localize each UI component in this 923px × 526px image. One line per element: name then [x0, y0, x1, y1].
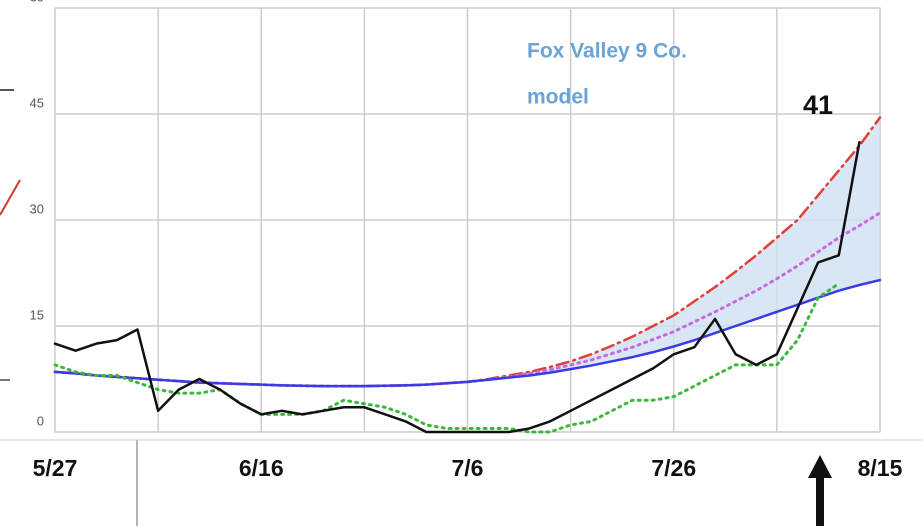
annotation: 41	[803, 90, 833, 120]
y-tick-label: 60	[30, 0, 44, 4]
x-tick-label: 6/16	[239, 455, 284, 481]
annotation: Fox Valley 9 Co.	[527, 40, 687, 63]
y-tick-label: 30	[30, 201, 44, 216]
marks	[53, 116, 882, 434]
grid	[54, 7, 881, 433]
y-tick-label: 15	[30, 307, 44, 322]
x-tick-label: 5/27	[33, 455, 78, 481]
y-tick-label: 45	[30, 95, 44, 110]
arrow	[808, 455, 832, 526]
forecast-band	[467, 117, 880, 382]
y-tick-label: 0	[37, 413, 44, 428]
annotation: model	[527, 86, 589, 109]
decor	[0, 179, 21, 216]
x-tick-label: 7/6	[452, 455, 484, 481]
series-line	[53, 141, 861, 434]
x-tick-label: 7/26	[651, 455, 696, 481]
series-line	[53, 282, 841, 434]
x-tick-label: 8/15	[858, 455, 903, 481]
